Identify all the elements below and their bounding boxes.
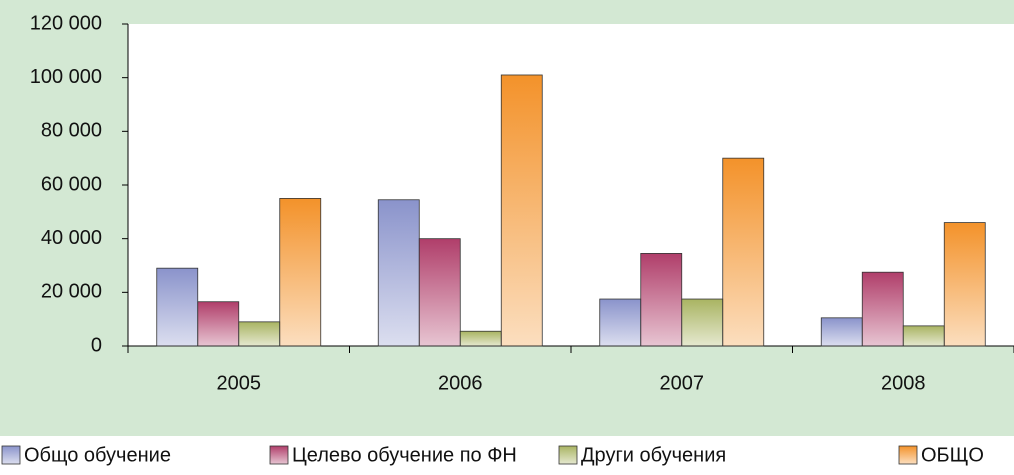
y-tick-label: 120 000 [30,12,102,34]
bar [197,301,240,347]
bar [459,330,502,347]
legend-swatch [269,445,289,465]
y-tick-label: 60 000 [41,173,102,195]
x-tick-label: 2008 [881,372,926,394]
legend-swatch [1,445,21,465]
bar [681,298,724,347]
bar [820,317,863,347]
legend-label: Общо обучение [24,444,171,466]
bar [156,267,199,347]
legend-label: Целево обучение по ФН [292,444,517,466]
x-tick-label: 2005 [217,372,262,394]
bar [640,253,683,347]
y-tick-label: 100 000 [30,66,102,88]
bar [500,74,543,347]
y-tick-label: 40 000 [41,227,102,249]
y-tick-label: 80 000 [41,120,102,142]
bar [722,157,765,347]
legend-swatch [898,445,918,465]
legend-swatch [558,445,578,465]
bar [238,321,281,347]
bar [377,199,420,347]
bar [943,222,986,347]
bar [599,298,642,347]
bar [279,198,322,347]
legend-label: ОБЩО [921,444,984,466]
x-tick-label: 2007 [660,372,705,394]
legend-background [0,436,1014,470]
legend-label: Други обучения [581,444,726,466]
bar [861,271,904,347]
y-tick-label: 0 [91,334,102,356]
y-tick-label: 20 000 [41,281,102,303]
bar [418,238,461,347]
x-tick-label: 2006 [438,372,483,394]
bar [902,325,945,347]
